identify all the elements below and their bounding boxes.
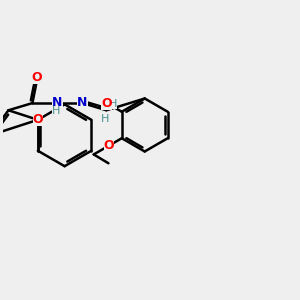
Text: N: N xyxy=(52,96,63,109)
Text: O: O xyxy=(32,113,43,126)
Text: O: O xyxy=(31,71,42,84)
Text: N: N xyxy=(77,96,88,109)
Text: O: O xyxy=(101,97,112,110)
Text: O: O xyxy=(104,139,114,152)
Text: H: H xyxy=(52,106,60,116)
Text: H: H xyxy=(101,113,109,124)
Text: H: H xyxy=(109,99,117,109)
